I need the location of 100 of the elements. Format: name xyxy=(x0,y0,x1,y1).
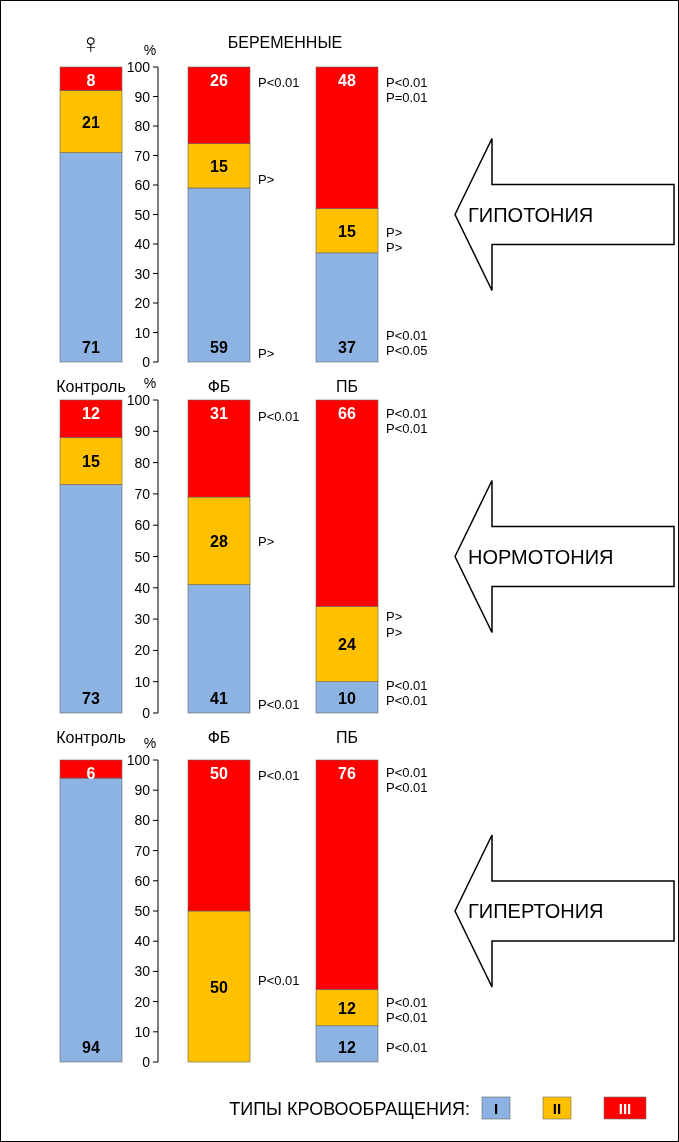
annotation: P<0.01 xyxy=(386,677,428,693)
annotation: P> xyxy=(258,172,275,188)
legend-title: ТИПЫ КРОВООБРАЩЕНИЯ: xyxy=(229,1099,470,1119)
y-tick-label: 100 xyxy=(126,59,151,75)
data-label: 12 xyxy=(82,405,100,422)
data-label: 73 xyxy=(82,690,100,707)
data-label: 50 xyxy=(210,765,228,782)
y-tick-label: 70 xyxy=(134,842,151,859)
text: НОРМОТОНИЯ xyxy=(468,545,614,568)
annotation: P<0.01 xyxy=(386,328,428,344)
data-label: 66 xyxy=(338,405,356,422)
annotation: P<0.01 xyxy=(386,780,428,796)
y-tick-label: 20 xyxy=(134,642,151,659)
y-tick-label: 60 xyxy=(134,872,151,889)
annotation: P<0.01 xyxy=(386,405,428,421)
x-tick-label: ФБ xyxy=(207,729,231,746)
data-label: 21 xyxy=(82,113,100,131)
x-tick-label: Контроль xyxy=(56,378,126,395)
data-label: 50 xyxy=(210,978,228,996)
annotation: P<0.01 xyxy=(386,994,428,1010)
x-tick-label: ПБ xyxy=(336,378,358,395)
annotation: P> xyxy=(258,533,275,549)
y-tick-label: 90 xyxy=(134,423,151,440)
x-tick-label: Контроль xyxy=(56,729,126,746)
data-label: 31 xyxy=(210,405,228,422)
annotation: P<0.01 xyxy=(386,421,428,437)
annotation: P<0.01 xyxy=(386,693,428,709)
text: II xyxy=(552,1100,562,1117)
y-tick-label: 20 xyxy=(134,993,151,1010)
annotation: P> xyxy=(258,346,275,362)
text: III xyxy=(618,1100,632,1117)
annotation: P> xyxy=(386,225,403,241)
y-tick-label: 80 xyxy=(134,812,151,829)
annotation: P<0.01 xyxy=(386,1039,428,1055)
data-label: 59 xyxy=(210,339,228,356)
y-tick-label: 40 xyxy=(134,579,151,596)
annotation: P> xyxy=(386,624,403,640)
y-tick-label: 80 xyxy=(134,454,151,471)
annotation: P<0.01 xyxy=(258,408,300,424)
data-label: 41 xyxy=(210,690,228,707)
annotation: P<0.05 xyxy=(386,343,428,359)
annotation: P<0.01 xyxy=(258,768,300,784)
y-tick-label: 50 xyxy=(134,206,151,223)
text: ГИПЕРТОНИЯ xyxy=(468,900,604,922)
y-tick-label: 30 xyxy=(134,963,151,980)
annotation: P> xyxy=(386,608,403,624)
y-tick-label: 30 xyxy=(134,611,151,628)
x-tick-label: ПБ xyxy=(336,729,358,746)
data-label: 15 xyxy=(210,157,228,175)
annotation: P> xyxy=(386,239,403,255)
y-tick-label: 70 xyxy=(134,485,151,502)
data-label: 94 xyxy=(82,1039,100,1056)
chart-title: БЕРЕМЕННЫЕ xyxy=(227,34,343,51)
data-label: 76 xyxy=(338,765,356,782)
data-label: 12 xyxy=(338,999,356,1017)
data-label: 71 xyxy=(82,339,100,356)
annotation: P=0.01 xyxy=(386,89,428,105)
y-tick-label: 80 xyxy=(134,118,151,134)
annotation: P<0.01 xyxy=(386,74,428,90)
y-tick-label: 0 xyxy=(142,354,151,370)
data-label: 15 xyxy=(338,222,356,240)
y-tick-label: 0 xyxy=(142,1054,151,1070)
text: ♀ xyxy=(80,28,102,59)
data-label: 28 xyxy=(210,532,228,550)
y-tick-label: 100 xyxy=(126,392,151,408)
y-tick-label: 10 xyxy=(134,324,151,341)
data-label: 6 xyxy=(86,765,96,782)
y-tick-label: 30 xyxy=(134,265,151,282)
y-tick-label: 60 xyxy=(134,177,151,193)
y-axis-title: % xyxy=(143,42,157,58)
data-label: 26 xyxy=(210,72,228,89)
text: I xyxy=(493,1100,499,1117)
y-tick-label: 10 xyxy=(134,673,151,690)
y-tick-label: 90 xyxy=(134,88,151,105)
text: ГИПОТОНИЯ xyxy=(468,203,594,226)
y-tick-label: 20 xyxy=(134,295,151,311)
data-label: 10 xyxy=(338,690,356,707)
y-tick-label: 40 xyxy=(134,236,151,252)
x-tick-label: ФБ xyxy=(207,378,231,395)
annotation: P<0.01 xyxy=(258,74,300,90)
y-tick-label: 50 xyxy=(134,548,151,565)
data-label: 8 xyxy=(86,72,96,89)
annotation: P<0.01 xyxy=(258,973,300,989)
y-tick-label: 0 xyxy=(142,705,151,721)
y-axis-title: % xyxy=(143,375,157,391)
y-tick-label: 50 xyxy=(134,903,151,919)
y-tick-label: 40 xyxy=(134,933,151,950)
y-axis-title: % xyxy=(143,735,157,751)
y-tick-label: 60 xyxy=(134,517,151,534)
data-label: 15 xyxy=(82,453,100,471)
annotation: P<0.01 xyxy=(258,696,300,712)
data-label: 48 xyxy=(338,72,356,89)
y-tick-label: 10 xyxy=(134,1023,151,1040)
y-tick-label: 90 xyxy=(134,782,151,799)
annotation: P<0.01 xyxy=(386,765,428,781)
y-tick-label: 100 xyxy=(126,752,151,768)
data-label: 37 xyxy=(338,339,356,356)
data-label: 24 xyxy=(338,636,356,654)
data-label: 12 xyxy=(338,1039,356,1056)
y-tick-label: 70 xyxy=(134,147,151,164)
